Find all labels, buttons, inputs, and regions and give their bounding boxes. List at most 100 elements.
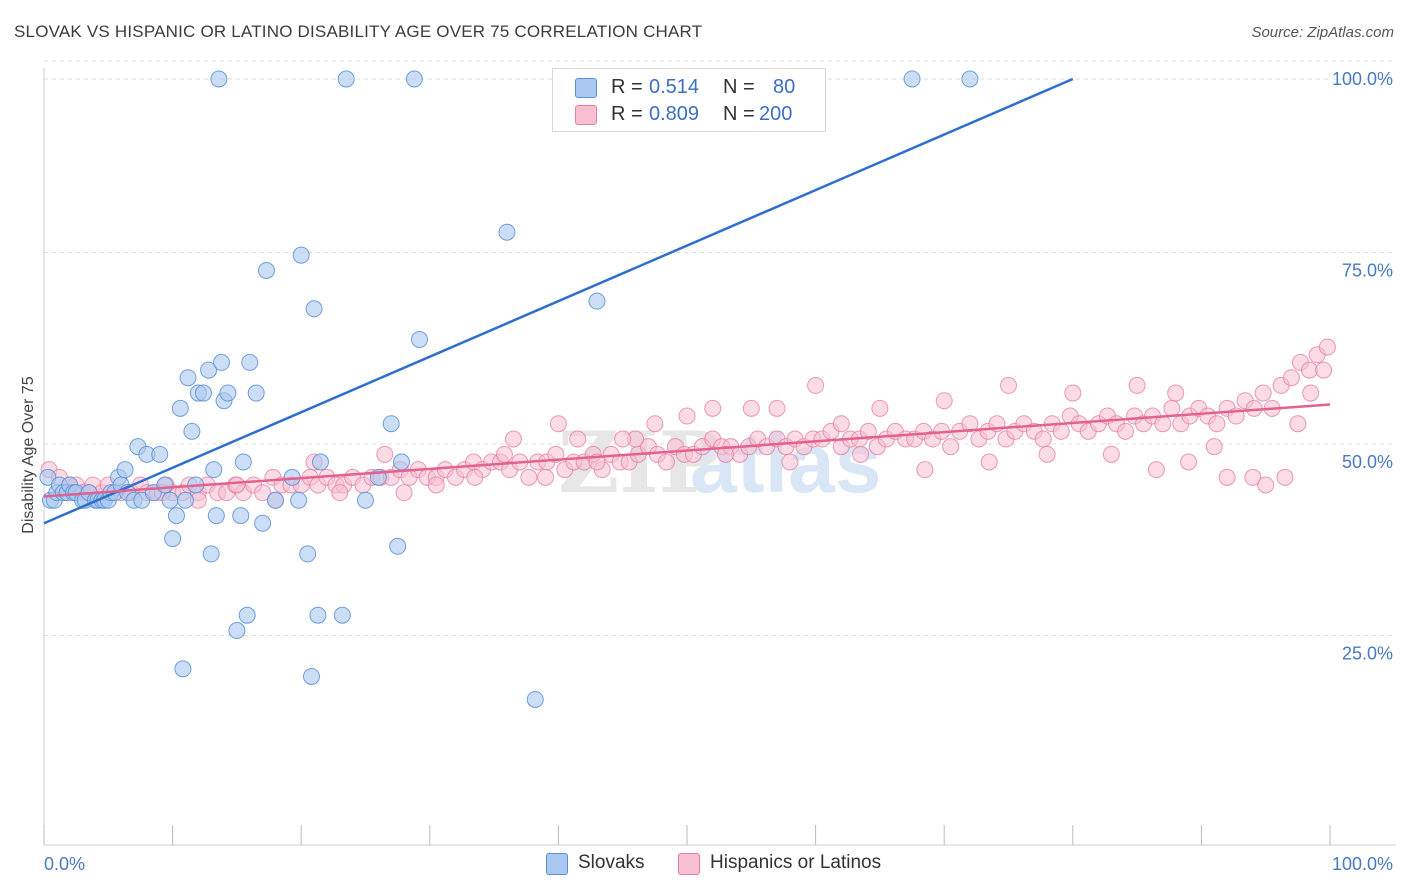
hispanic-point — [254, 484, 272, 502]
slovak-point — [588, 292, 606, 310]
slovak-point — [116, 461, 134, 479]
hispanic-point — [569, 430, 587, 448]
y-tick-label: 50.0% — [1342, 452, 1393, 472]
slovak-point — [333, 606, 351, 624]
hispanic-point — [657, 453, 675, 471]
slovak-point — [257, 262, 275, 279]
hispanic-point — [1102, 445, 1120, 463]
slovak-point — [393, 453, 411, 471]
slovak-point — [238, 606, 256, 624]
legend-r-label: R = — [611, 76, 643, 98]
hispanic-point — [1034, 430, 1052, 448]
hispanic-point — [1318, 338, 1336, 356]
slovak-point — [247, 384, 265, 402]
slovak-point — [290, 491, 308, 509]
slovak-point — [299, 545, 317, 563]
hispanic-point — [1128, 376, 1146, 394]
hispanic-point — [614, 430, 632, 448]
legend-box: R = 0.514 N = 80 R = 0.809 N = 200 — [552, 68, 826, 132]
hispanic-point — [852, 445, 870, 463]
hispanic-point — [547, 445, 565, 463]
hispanic-point — [1180, 453, 1198, 471]
slovak-point — [389, 537, 407, 555]
slovak-point — [174, 660, 192, 678]
hispanic-point — [537, 468, 555, 486]
bottom-legend-swatch-slovaks — [546, 853, 568, 875]
legend-n-value: 80 — [773, 76, 796, 98]
y-tick-label: 75.0% — [1342, 261, 1393, 281]
legend-row-slovaks: R = 0.514 N = 80 — [553, 74, 825, 102]
hispanic-point — [1218, 468, 1236, 486]
x-tick-label: 0.0% — [44, 854, 85, 874]
slovak-point — [156, 476, 174, 494]
hispanic-point — [504, 430, 522, 448]
slovak-point — [202, 545, 220, 563]
hispanic-point — [859, 422, 877, 440]
slovak-point — [309, 606, 327, 624]
hispanic-point — [742, 399, 760, 417]
hispanic-point — [1300, 361, 1318, 379]
axis-layer — [43, 68, 1396, 846]
legend-row-hispanics: R = 0.809 N = 200 — [553, 101, 825, 129]
slovak-point — [266, 491, 284, 509]
legend-r-value: 0.514 — [649, 76, 700, 98]
hispanic-point — [1167, 384, 1185, 402]
bottom-legend-swatch-hispanics — [678, 853, 700, 875]
slovak-point — [305, 300, 323, 318]
hispanic-point — [942, 438, 960, 456]
hispanic-point — [1038, 445, 1056, 463]
slovak-point — [234, 453, 252, 471]
hispanic-point — [871, 399, 889, 417]
y-tick-label: 100.0% — [1332, 69, 1393, 89]
y-axis-label: Disability Age Over 75 — [20, 376, 37, 534]
slovak-point — [212, 353, 230, 371]
slovak-point — [254, 514, 272, 532]
hispanic-point — [980, 453, 998, 471]
slovak-point — [200, 361, 218, 379]
hispanic-point — [1289, 415, 1307, 433]
slovak-point — [526, 690, 544, 708]
slovak-point — [302, 667, 320, 685]
hispanic-point — [1052, 422, 1070, 440]
label-layer: 25.0% 50.0% 75.0% 100.0% 0.0% 100.0% — [44, 69, 1393, 874]
hispanic-point — [807, 376, 825, 394]
legend-swatch-hispanics — [575, 105, 597, 125]
chart-title: SLOVAK VS HISPANIC OR LATINO DISABILITY … — [14, 22, 703, 41]
slovak-trend-line — [43, 77, 1074, 525]
bottom-legend-label-slovaks: Slovaks — [578, 852, 645, 873]
slovak-point — [194, 384, 212, 402]
hispanic-point — [376, 445, 394, 463]
slovak-point — [382, 415, 400, 433]
hispanic-point — [1276, 468, 1294, 486]
slovak-point — [179, 369, 197, 387]
slovak-point — [228, 622, 246, 640]
slovak-point — [219, 384, 237, 402]
hispanic-point — [466, 468, 484, 486]
source-label: Source: ZipAtlas.com — [1251, 24, 1394, 41]
hispanic-point — [1000, 376, 1017, 394]
legend-r-value: 0.809 — [649, 103, 700, 125]
hispanic-point — [228, 476, 246, 494]
hispanic-point — [1208, 415, 1226, 433]
hispanic-point — [781, 453, 799, 471]
x-tick-label: 100.0% — [1332, 854, 1393, 874]
legend-n-label: N = — [723, 76, 755, 98]
hispanic-point — [768, 399, 786, 417]
hispanic-point — [935, 392, 953, 410]
slovak-point — [411, 330, 429, 348]
hispanic-point — [395, 484, 413, 502]
slovak-point — [498, 223, 516, 241]
hispanic-point — [1163, 399, 1181, 417]
slovak-point — [164, 530, 182, 548]
hispanic-trend-line — [43, 403, 1331, 498]
hispanic-point — [1205, 438, 1223, 456]
hispanic-point — [704, 399, 722, 417]
legend-n-label: N = — [723, 103, 755, 125]
legend-n-value: 200 — [759, 103, 793, 125]
hispanic-point — [549, 415, 567, 433]
y-tick-label: 25.0% — [1342, 644, 1393, 664]
bottom-legend: Slovaks Hispanics or Latinos — [0, 852, 1406, 878]
hispanic-point — [520, 468, 538, 486]
hispanic-point — [331, 484, 349, 502]
slovak-point — [405, 70, 423, 88]
